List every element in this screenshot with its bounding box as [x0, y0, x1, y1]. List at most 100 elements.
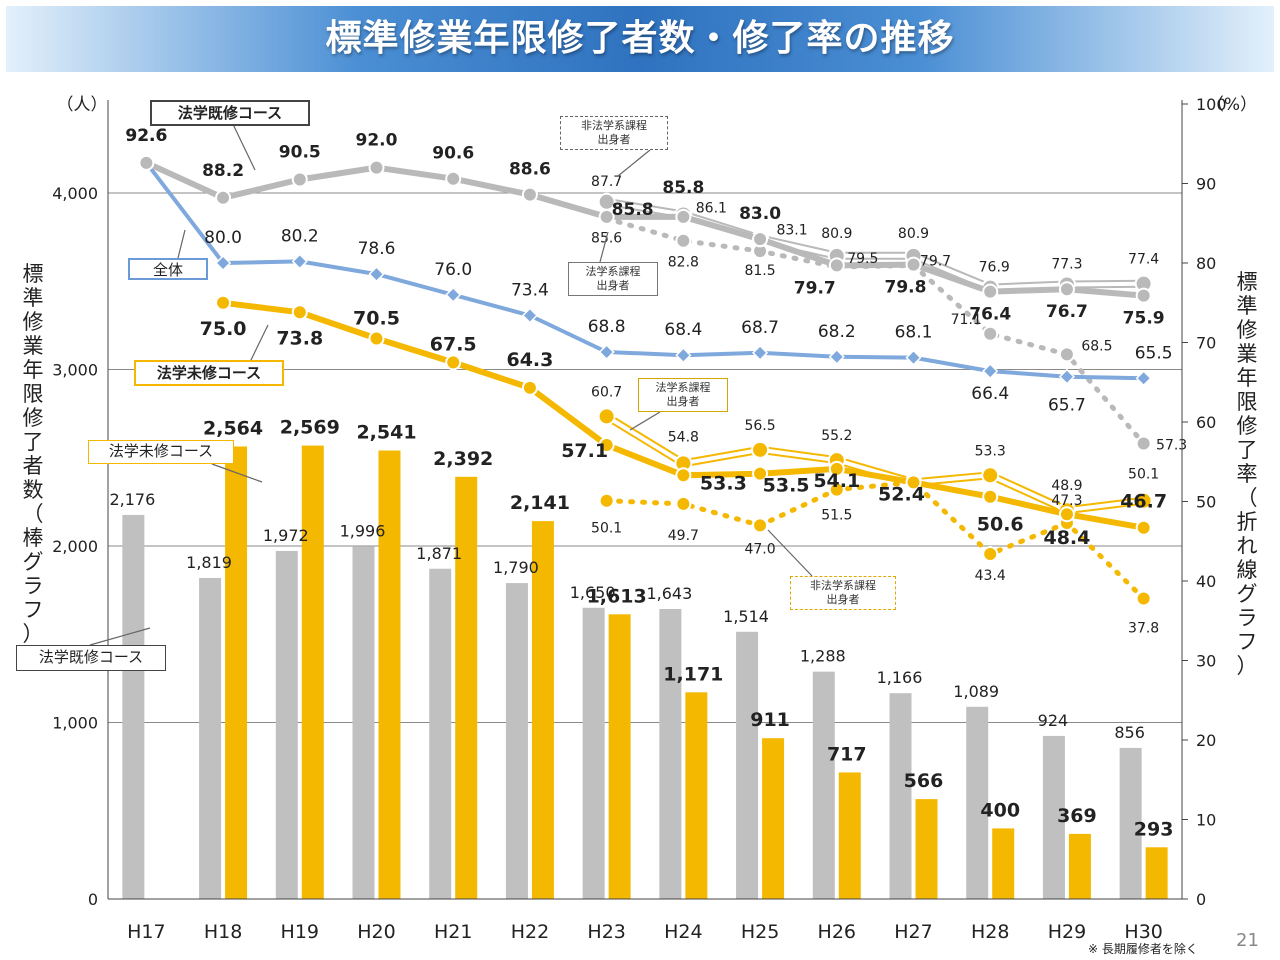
left-tick-label: 2,000: [52, 537, 98, 556]
label-mishu-hougaku: 60.7: [591, 384, 622, 400]
bar-label-mishu: 2,541: [356, 422, 416, 444]
axis-title-char: 業: [1236, 342, 1258, 366]
label-kishu-hougaku: 83.1: [776, 222, 807, 238]
x-tick-label: H24: [664, 921, 702, 943]
callout-mishu-bar: 法学未修コース: [88, 440, 234, 464]
line-mishu-hougaku-path-inner: [605, 414, 1144, 513]
label-kishu-hihougaku: 57.3: [1156, 437, 1187, 453]
bar-label-kishu: 1,288: [800, 647, 846, 666]
label-kishu-hougaku: 76.9: [979, 260, 1010, 276]
axis-title-char: フ: [22, 598, 44, 622]
label-kishu: 88.2: [202, 161, 244, 181]
page-number: 21: [1236, 930, 1259, 951]
bar-kishu: [582, 607, 605, 899]
line-kishu-marker: [1058, 281, 1075, 298]
label-zentai: 68.4: [664, 320, 702, 340]
right-axis-title: 標準修業年限修了率（折れ線グラフ）: [1232, 270, 1262, 678]
bar-mishu: [762, 738, 785, 899]
line-kishu-hihougaku-marker: [1058, 346, 1075, 363]
bar-mishu: [301, 445, 324, 899]
line-kishu-marker: [215, 189, 232, 206]
axis-title-char: 折: [1236, 510, 1258, 534]
label-mishu: 67.5: [430, 333, 477, 355]
bar-kishu: [812, 671, 835, 899]
label-mishu: 48.4: [1043, 527, 1090, 549]
line-zentai-marker: [828, 348, 845, 365]
left-axis-title: 標準修業年限修了者数（棒グラフ）: [18, 262, 48, 646]
left-axis-unit: （人）: [57, 95, 108, 115]
label-zentai: 68.1: [895, 323, 933, 343]
label-kishu-hougaku: 86.1: [696, 201, 727, 217]
label-kishu-hihougaku: 82.8: [668, 255, 699, 271]
label-mishu-hihougaku: 37.8: [1128, 620, 1159, 636]
label-kishu: 79.8: [885, 278, 927, 298]
label-mishu: 46.7: [1120, 491, 1167, 513]
bar-label-mishu: 566: [904, 770, 944, 792]
left-tick-label: 4,000: [52, 184, 98, 203]
label-kishu: 79.7: [794, 278, 836, 298]
bar-kishu: [429, 568, 452, 899]
line-mishu-marker: [598, 437, 615, 454]
bar-kishu: [889, 693, 912, 899]
line-zentai-marker: [675, 347, 692, 364]
bar-label-kishu: 1,166: [877, 668, 923, 687]
label-kishu-hihougaku: 68.5: [1081, 338, 1112, 354]
callout-kishu-line: 法学既修コース: [150, 100, 310, 126]
line-mishu-marker: [215, 294, 232, 311]
line-mishu-marker: [521, 379, 538, 396]
bar-label-kishu: 1,790: [493, 558, 539, 577]
bar-kishu: [1119, 747, 1142, 899]
label-mishu: 53.5: [763, 475, 810, 497]
label-mishu-hihougaku: 43.4: [975, 568, 1006, 584]
line-zentai-marker: [445, 286, 462, 303]
bar-kishu: [966, 706, 989, 899]
label-kishu: 90.6: [432, 144, 474, 164]
axis-title-char: ラ: [1236, 606, 1258, 630]
bar-label-kishu: 1,819: [186, 553, 232, 572]
label-kishu: 75.9: [1123, 309, 1165, 329]
bar-label-mishu: 911: [750, 709, 790, 731]
x-tick-label: H26: [818, 921, 856, 943]
label-zentai: 68.7: [741, 318, 779, 338]
line-kishu-marker: [982, 283, 999, 300]
x-tick-label: H27: [894, 921, 932, 943]
line-kishu-hihougaku-marker: [1135, 435, 1152, 452]
callout-pointer: [767, 529, 813, 577]
label-mishu-hihougaku: 47.3: [1051, 493, 1082, 509]
line-zentai-marker: [1058, 368, 1075, 385]
label-zentai: 80.0: [204, 228, 242, 248]
line-kishu-marker: [445, 170, 462, 187]
axis-title-char: 限: [1236, 390, 1258, 414]
axis-title-char: 準: [22, 286, 44, 310]
axis-title-char: 了: [1236, 438, 1258, 462]
label-mishu: 64.3: [506, 349, 553, 371]
bar-kishu: [122, 514, 145, 899]
line-kishu-marker: [752, 231, 769, 248]
callout-pointer: [629, 411, 661, 431]
label-kishu: 92.0: [356, 131, 398, 151]
label-kishu-hougaku: 80.9: [821, 226, 852, 242]
line-mishu-marker: [752, 465, 769, 482]
axis-title-char: 線: [1236, 558, 1258, 582]
line-mishu-hougaku-marker: [1134, 491, 1153, 510]
bar-mishu: [608, 614, 631, 899]
line-kishu-marker: [905, 256, 922, 273]
line-kishu-marker: [521, 186, 538, 203]
callout-mishu-line: 法学未修コース: [134, 360, 284, 386]
label-zentai: 78.6: [358, 239, 396, 259]
label-kishu: 85.8: [662, 178, 704, 198]
callout-hougaku-yellow: 法学系課程 出身者: [638, 378, 728, 412]
bar-label-kishu: 1,972: [263, 526, 309, 545]
bar-kishu: [505, 583, 528, 899]
page-title: 標準修業年限修了者数・修了率の推移: [325, 18, 955, 59]
right-tick-label: 60: [1196, 413, 1216, 432]
callout-zentai: 全体: [128, 258, 208, 280]
bar-label-kishu: 1,871: [416, 544, 462, 563]
label-h17-start: 92.6: [125, 126, 167, 146]
label-mishu: 75.0: [200, 318, 247, 340]
label-mishu-hihougaku: 51.5: [821, 508, 852, 524]
bar-label-mishu: 2,564: [203, 417, 263, 439]
label-kishu-hougaku: 77.4: [1128, 252, 1159, 268]
line-mishu-hougaku-marker: [751, 440, 770, 459]
line-kishu-marker: [291, 171, 308, 188]
